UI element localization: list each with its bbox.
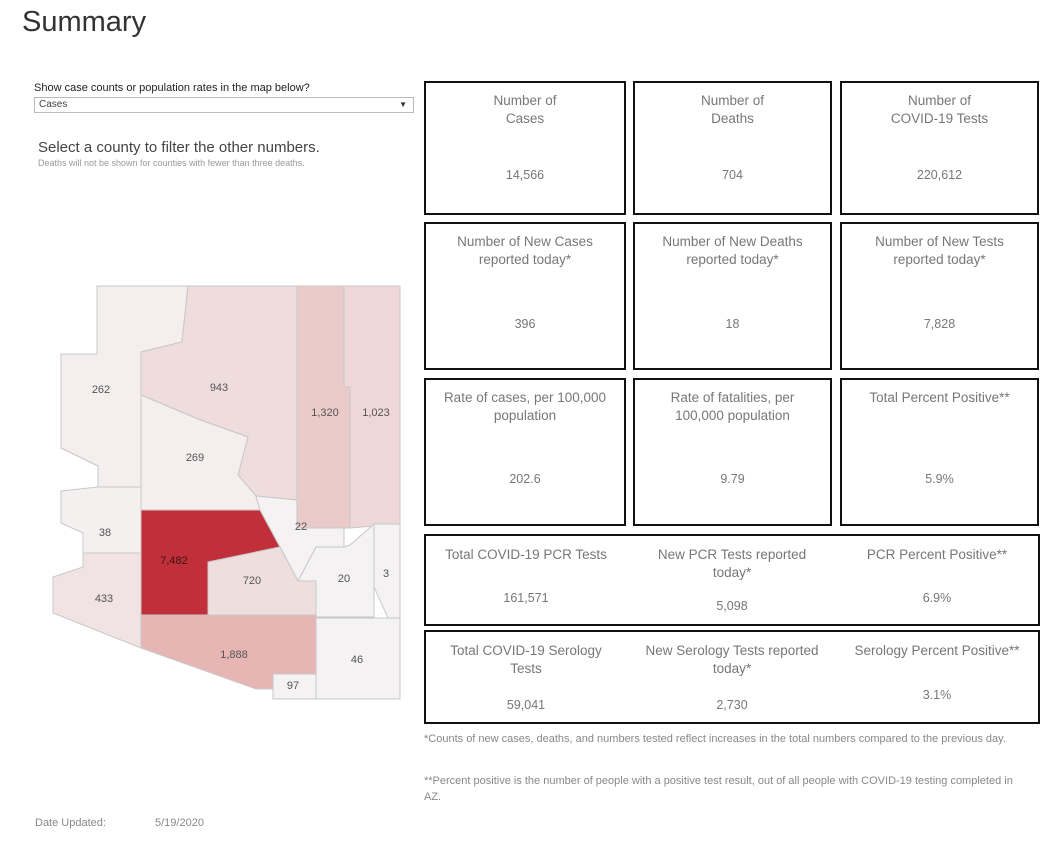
tile-fatality-rate: Rate of fatalities, per 100,000 populati… [633,378,832,526]
tile-total-percent-positive: Total Percent Positive** 5.9% [840,378,1039,526]
tile-new-tests-today: Number of New Tests reported today* 7,82… [840,222,1039,370]
tile-label: Rate of cases, per 100,000 population [443,390,607,423]
tile-value: 202.6 [509,472,541,486]
county-value-yuma: 433 [95,593,113,605]
map-selector-dropdown[interactable]: Cases ▼ [34,97,414,113]
county-map-svg: 262 943 1,320 1,023 269 38 7,482 22 433 720 20 3 1,8… [52,285,401,700]
county-value-pinal: 720 [243,575,261,587]
tile-label: Number of Cases [493,93,557,126]
footnote-new-counts: *Counts of new cases, deaths, and number… [424,733,1006,745]
tile-label: Number of Deaths [700,93,765,126]
tile-label: Number of New Deaths reported today* [662,234,803,267]
tile-new-cases-today: Number of New Cases reported today* 396 [424,222,626,370]
serology-new-value: 2,730 [716,698,748,712]
county-value-mohave: 262 [92,384,110,396]
tile-value: 396 [514,317,536,331]
tile-number-of-cases: Number of Cases 14,566 [424,81,626,215]
serology-total-value: 59,041 [506,698,546,712]
pcr-total-value: 161,571 [503,591,549,605]
date-updated-value: 5/19/2020 [155,817,204,829]
county-value-coconino: 943 [210,382,228,394]
county-value-pima: 1,888 [220,649,248,661]
serology-positive-cell: Serology Percent Positive** 3.1% [836,632,1038,722]
tile-value: 704 [722,168,743,182]
pcr-tests-panel: Total COVID-19 PCR Tests 161,571 New PCR… [424,534,1040,626]
county-value-graham: 20 [338,573,350,585]
county-value-cochise: 46 [351,654,363,666]
tile-value: 7,828 [923,317,956,331]
pcr-new-cell: New PCR Tests reported today* 5,098 [631,536,833,624]
county-value-yavapai: 269 [186,452,204,464]
county-value-gila: 22 [295,521,307,533]
tile-number-of-tests: Number of COVID-19 Tests 220,612 [840,81,1039,215]
county-la-paz[interactable] [60,486,142,554]
serology-new-label: New Serology Tests reported today* [645,643,819,676]
tile-value: 5.9% [925,472,954,486]
serology-positive-label: Serology Percent Positive** [854,643,1020,658]
tile-number-of-deaths: Number of Deaths 704 [633,81,832,215]
pcr-total-label: Total COVID-19 PCR Tests [445,547,607,562]
tile-label: Number of New Cases reported today* [457,234,593,267]
tile-label: Number of New Tests reported today* [875,234,1004,267]
serology-tests-panel: Total COVID-19 Serology Tests 59,041 New… [424,630,1040,724]
county-value-maricopa: 7,482 [160,555,188,567]
tile-value: 14,566 [505,168,545,182]
county-filter-instruction: Select a county to filter the other numb… [38,139,320,156]
county-value-greenlee: 3 [383,568,389,580]
county-yuma[interactable] [52,552,142,649]
date-updated-label: Date Updated: [35,817,106,829]
county-value-santa-cruz: 97 [287,680,299,692]
tile-label: Rate of fatalities, per 100,000 populati… [670,390,795,423]
pcr-positive-cell: PCR Percent Positive** 6.9% [836,536,1038,624]
pcr-new-label: New PCR Tests reported today* [657,547,807,580]
county-cochise[interactable] [315,617,401,700]
page-title: Summary [22,6,147,38]
tile-label: Number of COVID-19 Tests [890,93,989,126]
pcr-positive-label: PCR Percent Positive** [866,547,1008,562]
footnote-percent-positive: **Percent positive is the number of peop… [424,775,1013,803]
tile-value: 9.79 [720,472,745,486]
deaths-note: Deaths will not be shown for counties wi… [38,158,305,168]
map-selector-value: Cases [39,99,68,110]
serology-total-cell: Total COVID-19 Serology Tests 59,041 [426,632,626,722]
tile-value: 220,612 [916,168,963,182]
county-value-apache: 1,023 [362,407,390,419]
serology-total-label: Total COVID-19 Serology Tests [450,643,602,676]
serology-new-cell: New Serology Tests reported today* 2,730 [631,632,833,722]
county-graham[interactable] [297,522,375,618]
county-apache[interactable] [343,285,401,529]
county-value-navajo: 1,320 [311,407,339,419]
arizona-county-map: 262 943 1,320 1,023 269 38 7,482 22 433 720 20 3 1,8… [48,282,408,712]
map-selector-label: Show case counts or population rates in … [34,82,310,94]
serology-positive-value: 3.1% [922,688,952,702]
pcr-total-cell: Total COVID-19 PCR Tests 161,571 [426,536,626,624]
pcr-positive-value: 6.9% [922,591,952,605]
pcr-new-value: 5,098 [716,599,748,613]
tile-new-deaths-today: Number of New Deaths reported today* 18 [633,222,832,370]
tile-case-rate: Rate of cases, per 100,000 population 20… [424,378,626,526]
chevron-down-icon[interactable]: ▼ [399,100,407,109]
tile-label: Total Percent Positive** [869,390,1010,405]
county-value-la-paz: 38 [99,527,111,539]
tile-value: 18 [725,317,740,331]
